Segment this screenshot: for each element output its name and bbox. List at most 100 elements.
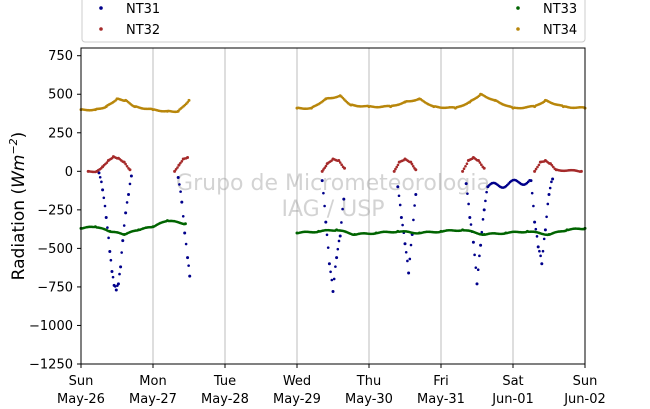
data-point <box>186 155 190 159</box>
data-point <box>533 220 537 224</box>
x-tick-date: Jun-01 <box>491 392 534 407</box>
data-point <box>478 254 481 258</box>
data-point <box>183 222 187 226</box>
y-label-prefix: Radiation ( <box>9 188 29 280</box>
data-point <box>100 180 103 184</box>
data-point <box>127 192 131 196</box>
data-point <box>404 250 408 254</box>
data-point <box>546 202 550 206</box>
data-point <box>414 192 418 196</box>
y-tick-label: −1250 <box>29 358 73 373</box>
series-nt33 <box>79 219 587 237</box>
data-point <box>478 161 482 164</box>
legend-marker-nt34 <box>516 27 520 31</box>
data-point <box>475 282 479 286</box>
data-point <box>398 203 402 207</box>
watermark-line-2: IAG / USP <box>282 197 385 222</box>
data-point <box>545 215 548 219</box>
x-tick-date: May-31 <box>417 392 465 407</box>
data-point <box>324 220 328 224</box>
data-point <box>128 182 132 186</box>
data-point <box>341 207 344 211</box>
data-point <box>550 163 554 167</box>
data-point <box>120 251 123 254</box>
data-point <box>187 264 190 267</box>
data-point <box>343 166 347 170</box>
data-point <box>406 259 409 263</box>
x-tick-day: Sat <box>502 374 523 389</box>
data-point <box>128 168 132 172</box>
data-point <box>103 204 107 208</box>
data-point <box>464 164 467 168</box>
data-point <box>399 216 403 220</box>
data-point <box>476 159 480 163</box>
data-point <box>484 199 487 203</box>
data-point <box>543 228 547 232</box>
data-point <box>105 161 109 164</box>
data-point <box>177 163 181 167</box>
series-nt34 <box>79 92 587 114</box>
data-point <box>122 160 126 164</box>
x-tick-date: May-28 <box>201 392 249 407</box>
data-point <box>412 218 415 222</box>
data-point <box>338 234 342 238</box>
y-tick-label: 750 <box>48 49 73 64</box>
data-point <box>468 216 472 220</box>
data-point <box>183 231 187 235</box>
data-point <box>396 163 400 167</box>
legend-marker-nt31 <box>99 6 103 10</box>
data-point <box>397 194 401 198</box>
x-tick-day: Tue <box>213 374 236 389</box>
data-point <box>471 240 475 244</box>
data-point <box>110 270 114 274</box>
data-point <box>548 186 552 190</box>
data-point <box>174 168 178 171</box>
data-point <box>102 196 106 200</box>
legend-label-nt32: NT32 <box>126 23 160 38</box>
data-point <box>395 165 399 169</box>
data-point <box>539 254 542 258</box>
x-tick-date: May-30 <box>345 392 393 407</box>
data-point <box>338 161 342 164</box>
legend-label-nt34: NT34 <box>543 23 577 38</box>
data-point <box>473 253 476 257</box>
legend-box <box>81 0 586 43</box>
data-point <box>119 265 123 269</box>
data-point <box>324 164 328 168</box>
data-point <box>396 185 400 189</box>
data-point <box>535 235 539 238</box>
data-point <box>409 160 413 164</box>
y-tick-label: −500 <box>37 242 73 257</box>
data-point <box>537 163 541 167</box>
data-point <box>538 249 541 253</box>
data-point <box>551 177 555 181</box>
data-point <box>467 202 470 206</box>
data-point <box>98 175 102 179</box>
data-point <box>534 227 538 231</box>
data-point <box>579 169 583 173</box>
data-point <box>550 180 553 184</box>
data-point <box>326 246 330 249</box>
data-point <box>541 249 545 253</box>
data-point <box>129 174 133 178</box>
data-point <box>474 266 478 269</box>
y-label-suffix: ) <box>9 132 29 139</box>
y-label-exponent: −2 <box>7 138 20 154</box>
data-point <box>179 190 182 193</box>
data-point <box>394 167 397 171</box>
data-point <box>482 166 486 170</box>
data-point <box>178 183 181 186</box>
data-point <box>480 230 484 234</box>
watermark-line-1: Grupo de Micrometeorologia <box>176 171 490 196</box>
data-point <box>536 165 539 169</box>
y-tick-label: −1000 <box>29 319 73 334</box>
x-tick-date: Jun-02 <box>563 392 606 407</box>
data-point <box>187 98 191 102</box>
data-point <box>337 239 341 243</box>
data-point <box>401 223 404 227</box>
data-point <box>533 169 537 173</box>
y-axis-ticks: 750 500 250 0 −250 −500 −750 −1000 −1250 <box>29 49 81 373</box>
data-point <box>173 169 177 173</box>
data-point <box>108 249 112 253</box>
